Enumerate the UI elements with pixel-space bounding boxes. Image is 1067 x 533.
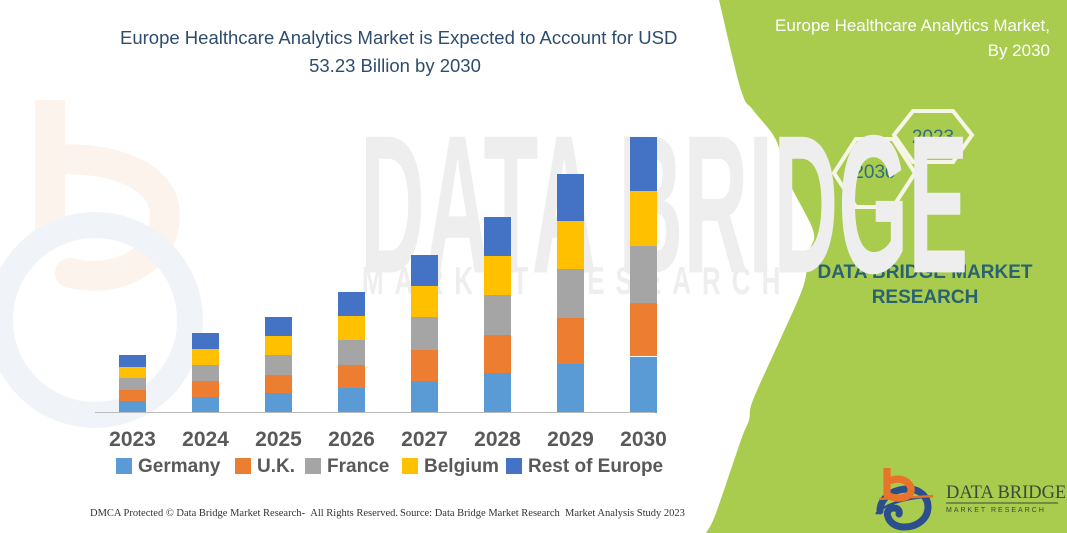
svg-text:MARKET RESEARCH: MARKET RESEARCH <box>946 507 1046 514</box>
svg-text:DATA BRIDGE: DATA BRIDGE <box>946 483 1065 503</box>
